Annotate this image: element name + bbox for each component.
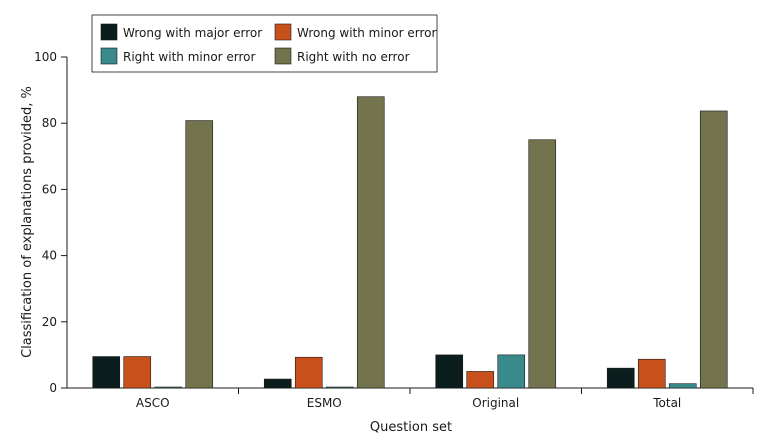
legend-box: [91, 14, 438, 73]
x-tick-label: Original: [472, 396, 519, 410]
bar: [528, 139, 557, 389]
bar: [668, 383, 697, 389]
bar: [294, 356, 323, 389]
x-tick-label: ASCO: [136, 396, 170, 410]
legend-label: Right with no error: [297, 50, 410, 64]
legend-swatch: [100, 47, 118, 65]
x-axis-title: Question set: [370, 420, 452, 435]
y-tick-label: 100: [34, 50, 57, 64]
bar: [606, 367, 635, 389]
legend-label: Wrong with major error: [123, 26, 262, 40]
bar: [356, 96, 385, 389]
bar: [123, 356, 152, 389]
x-tick-label: Total: [652, 396, 681, 410]
y-tick-label: 60: [42, 182, 57, 196]
legend-swatch: [100, 23, 118, 41]
bar: [154, 386, 183, 389]
legend-label: Wrong with minor error: [297, 26, 436, 40]
y-axis-title: Classification of explanations provided,…: [20, 86, 35, 358]
bar: [637, 358, 666, 389]
y-tick-label: 0: [49, 381, 57, 395]
y-tick-label: 20: [42, 315, 57, 329]
y-tick-label: 80: [42, 116, 57, 130]
bar: [263, 378, 292, 389]
legend-label: Right with minor error: [123, 50, 256, 64]
bar: [497, 354, 526, 389]
y-tick-label: 40: [42, 249, 57, 263]
bar: [699, 110, 728, 389]
legend-swatch: [274, 23, 292, 41]
bar: [466, 371, 495, 389]
bar: [185, 120, 214, 389]
bar: [92, 356, 121, 389]
bar: [325, 386, 354, 389]
bar: [435, 354, 464, 389]
legend-swatch: [274, 47, 292, 65]
x-tick-label: ESMO: [307, 396, 342, 410]
